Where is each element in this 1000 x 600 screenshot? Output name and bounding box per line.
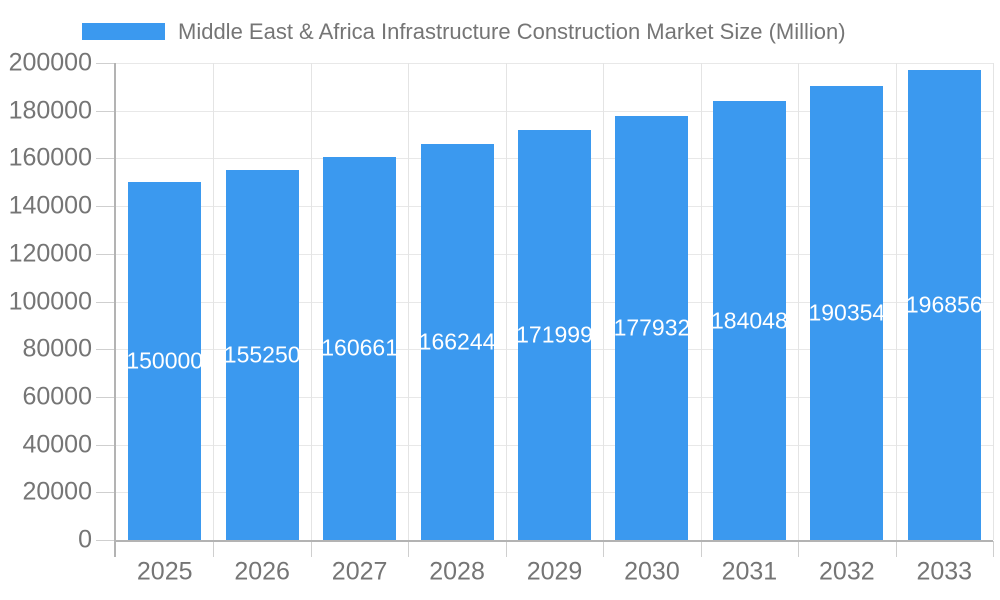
- bar-value-label: 196856: [905, 291, 983, 318]
- y-axis-tick: [96, 253, 116, 255]
- gridline-horizontal: [116, 63, 993, 64]
- gridline-horizontal: [116, 110, 993, 112]
- chart-title: Middle East & Africa Infrastructure Cons…: [178, 19, 846, 44]
- y-axis-label: 20000: [22, 477, 92, 506]
- x-axis-label: 2025: [136, 557, 193, 586]
- y-axis-tick: [96, 444, 116, 446]
- y-axis-label: 200000: [8, 48, 92, 77]
- y-axis-label: 80000: [22, 334, 92, 363]
- y-axis-label: 40000: [22, 430, 92, 459]
- bar-value-label: 184048: [711, 307, 788, 334]
- y-axis-tick: [96, 492, 116, 494]
- y-axis-tick: [96, 301, 116, 303]
- y-axis-tick: [96, 158, 116, 160]
- gridline-vertical: [310, 63, 312, 540]
- y-axis-line: [114, 63, 116, 557]
- x-axis-label: 2028: [429, 557, 485, 586]
- bar[interactable]: [810, 86, 884, 540]
- x-axis-tick: [505, 541, 507, 557]
- y-axis-label: 60000: [22, 382, 92, 411]
- x-axis-tick: [603, 541, 605, 557]
- x-axis-tick: [213, 541, 215, 557]
- bar-value-label: 155250: [223, 341, 301, 368]
- x-axis-tick: [408, 541, 410, 557]
- x-axis-tick: [798, 541, 800, 557]
- gridline-vertical: [505, 63, 507, 540]
- bar-value-label: 171999: [516, 321, 593, 348]
- bar[interactable]: [615, 115, 689, 540]
- x-axis-tick: [993, 541, 994, 557]
- bar[interactable]: [518, 129, 591, 540]
- x-axis-tick: [700, 541, 702, 557]
- bar[interactable]: [712, 101, 786, 540]
- y-axis-tick: [96, 206, 116, 208]
- y-axis-tick: [96, 63, 116, 64]
- x-axis-tick: [895, 541, 897, 557]
- legend-swatch: [82, 23, 165, 40]
- x-axis-line: [116, 540, 993, 542]
- gridline-vertical: [798, 63, 800, 540]
- bar-value-label: 177932: [613, 314, 691, 341]
- bar[interactable]: [128, 182, 202, 540]
- x-axis-label: 2032: [819, 557, 875, 586]
- bar[interactable]: [907, 70, 981, 540]
- x-axis-label: 2026: [234, 557, 290, 586]
- y-axis-tick: [96, 540, 116, 541]
- x-axis-label: 2030: [624, 557, 680, 586]
- bar-value-label: 166244: [418, 328, 496, 355]
- y-axis-tick: [96, 349, 116, 351]
- y-axis-label: 100000: [8, 287, 92, 315]
- y-axis-label: 160000: [8, 143, 92, 172]
- y-axis-label: 140000: [8, 191, 92, 220]
- bar-value-label: 190354: [808, 299, 886, 326]
- x-axis-label: 2027: [331, 557, 388, 586]
- y-axis-tick: [96, 110, 116, 112]
- y-axis-label: 120000: [8, 239, 92, 268]
- x-axis-tick: [310, 541, 312, 557]
- bar[interactable]: [225, 169, 299, 540]
- gridline-vertical: [408, 63, 410, 540]
- gridline-vertical: [603, 63, 605, 540]
- y-axis-label: 0: [78, 525, 92, 554]
- gridline-vertical: [700, 63, 702, 540]
- bar[interactable]: [420, 143, 494, 540]
- gridline-vertical: [895, 63, 897, 540]
- x-axis-label: 2031: [721, 557, 778, 586]
- x-axis-label: 2029: [526, 557, 583, 586]
- gridline-vertical: [993, 63, 994, 540]
- y-axis-label: 180000: [8, 96, 92, 125]
- bar-value-label: 160661: [321, 334, 398, 361]
- x-axis-label: 2033: [916, 557, 973, 586]
- y-axis-tick: [96, 396, 116, 398]
- bar[interactable]: [323, 156, 397, 540]
- gridline-vertical: [213, 63, 215, 540]
- bar-value-label: 150000: [126, 347, 204, 374]
